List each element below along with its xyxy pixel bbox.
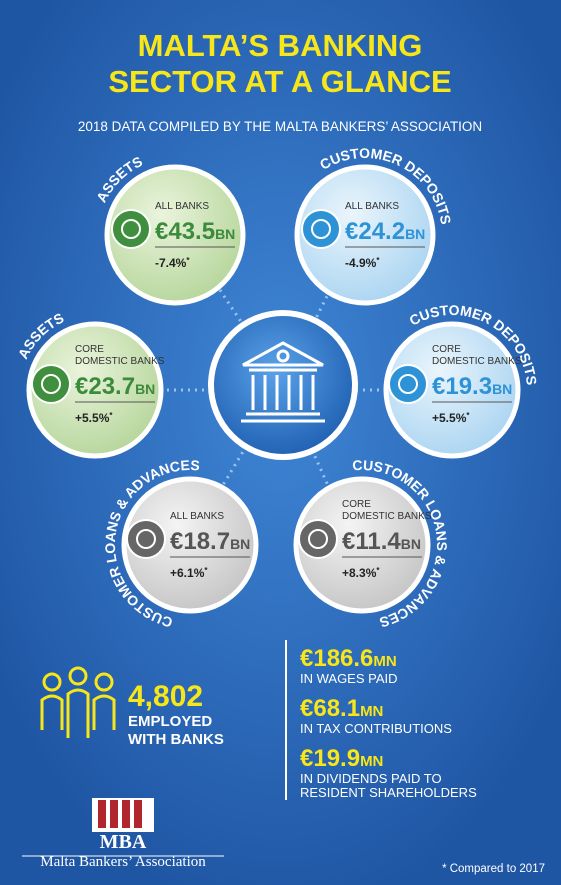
subtitle: 2018 DATA COMPILED BY THE MALTA BANKERS’… [78, 119, 482, 134]
circle-value-unit: BN [405, 226, 425, 242]
circle-change: +8.3%* [342, 566, 380, 580]
circle-value: €18.7BN [170, 528, 250, 555]
stat-num: €19.9 [300, 745, 360, 772]
icon-inner [41, 374, 61, 394]
circle-sub: DOMESTIC BANKS [342, 511, 432, 522]
stat-circle [294, 164, 436, 306]
circle-sub: ALL BANKS [155, 201, 209, 212]
circle-change: -7.4%* [155, 256, 190, 270]
circle-value: €43.5BN [155, 218, 235, 245]
change-mark: * [204, 566, 208, 575]
stat-circle [383, 321, 521, 459]
circle-value-unit: BN [401, 536, 421, 552]
circle-change: -4.9%* [345, 256, 380, 270]
employment-text: WITH BANKS [128, 731, 224, 748]
icon [126, 519, 166, 559]
icon [111, 209, 151, 249]
circle-sub: DOMESTIC BANKS [75, 356, 165, 367]
change-value: +5.5% [432, 411, 467, 425]
icon [388, 364, 428, 404]
stat-unit: MN [373, 653, 396, 670]
circle-change: +6.1%* [170, 566, 208, 580]
circle-value-unit: BN [492, 381, 512, 397]
stat-circle [121, 476, 259, 614]
stat-unit: MN [360, 753, 383, 770]
center-circle [208, 310, 358, 460]
logo: MBA Malta Bankers’ Association [22, 798, 224, 870]
stat-circle [104, 164, 246, 306]
icon [31, 364, 71, 404]
circle-value-num: €24.2 [345, 218, 405, 245]
stat-text: IN WAGES PAID [300, 671, 398, 686]
change-value: -4.9% [345, 256, 377, 270]
change-mark: * [376, 256, 380, 265]
circle-value-unit: BN [230, 536, 250, 552]
stat-text: IN TAX CONTRIBUTIONS [300, 721, 452, 736]
icon-inner [136, 529, 156, 549]
title: MALTA’S BANKING [138, 28, 423, 63]
icon-inner [121, 219, 141, 239]
circle-value: €24.2BN [345, 218, 425, 245]
circle-value-num: €19.3 [432, 373, 492, 400]
bank-icon [241, 341, 325, 423]
stat-circle [293, 476, 431, 614]
circle-value: €19.3BN [432, 373, 512, 400]
change-value: +8.3% [342, 566, 377, 580]
circle-value-unit: BN [215, 226, 235, 242]
icon [301, 209, 341, 249]
circle-sub: CORE [342, 499, 371, 510]
stat-value: €186.6MN [300, 645, 397, 672]
circle-value: €23.7BN [75, 373, 155, 400]
stat-unit: MN [360, 703, 383, 720]
circle-sub: CORE [432, 344, 461, 355]
change-value: +5.5% [75, 411, 110, 425]
circle-value: €11.4BN [342, 528, 421, 555]
icon-inner [311, 219, 331, 239]
circle-change: +5.5%* [75, 411, 113, 425]
change-mark: * [109, 411, 113, 420]
logo-short: MBA [100, 831, 147, 853]
stat-value: €19.9MN [300, 745, 383, 772]
circle-value-num: €23.7 [75, 373, 135, 400]
icon [298, 519, 338, 559]
title: SECTOR AT A GLANCE [108, 64, 451, 99]
stat-text: RESIDENT SHAREHOLDERS [300, 785, 477, 800]
icon-inner [398, 374, 418, 394]
stat-value: €68.1MN [300, 695, 383, 722]
change-value: -7.4% [155, 256, 187, 270]
people-icon [40, 666, 116, 738]
change-value: +6.1% [170, 566, 205, 580]
footnote: * Compared to 2017 [442, 863, 545, 875]
change-mark: * [376, 566, 380, 575]
circle-sub: CORE [75, 344, 104, 355]
icon-inner [308, 529, 328, 549]
employment-value: 4,802 [128, 680, 203, 713]
circle-change: +5.5%* [432, 411, 470, 425]
circle-sub: ALL BANKS [170, 511, 224, 522]
stat-text: IN DIVIDENDS PAID TO [300, 771, 442, 786]
stat-circle [26, 321, 164, 459]
stat-num: €68.1 [300, 695, 360, 722]
circle-value-num: €11.4 [342, 528, 401, 555]
change-mark: * [466, 411, 470, 420]
logo-name: Malta Bankers’ Association [40, 854, 206, 870]
circle-value-num: €18.7 [170, 528, 230, 555]
change-mark: * [186, 256, 190, 265]
employment-text: EMPLOYED [128, 713, 212, 730]
circle-sub: ALL BANKS [345, 201, 399, 212]
circle-sub: DOMESTIC BANKS [432, 356, 522, 367]
circle-value-num: €43.5 [155, 218, 215, 245]
circle-value-unit: BN [135, 381, 155, 397]
stat-num: €186.6 [300, 645, 373, 672]
